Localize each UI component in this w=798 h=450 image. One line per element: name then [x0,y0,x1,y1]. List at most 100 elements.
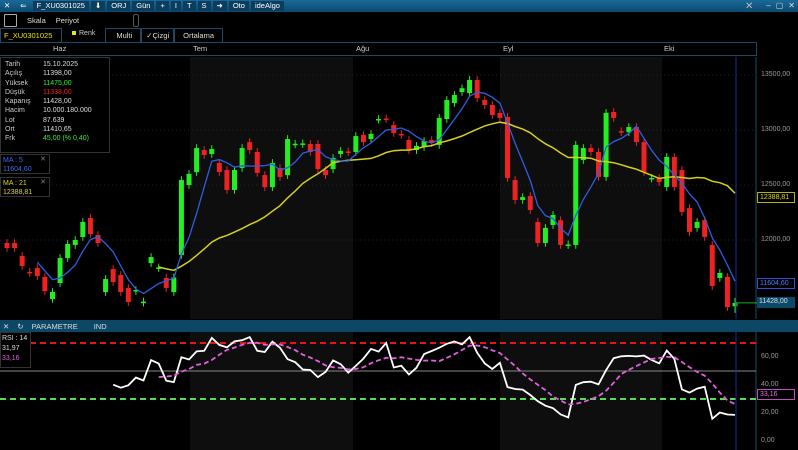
info-key: Kapanış [5,98,31,106]
candle [656,177,662,183]
candle [338,150,344,154]
month-label: Haz [53,44,67,53]
candle [80,221,86,238]
info-row: Kapanış 11428,00 [5,97,105,106]
candle [436,117,442,145]
remove-ma5-icon[interactable]: ✕ [40,156,46,163]
candle [224,170,230,190]
info-value: 11410,65 [43,126,72,134]
candle [611,111,617,118]
ma5-price-tag: 11604,60 [757,278,795,289]
close-icon[interactable]: ✕ [3,321,10,331]
price-chart[interactable] [0,57,798,319]
candle [618,131,624,133]
candle [12,242,18,249]
color-button[interactable]: Renk [62,28,105,42]
idealgo-button[interactable]: ideAlgo [250,1,284,11]
back-arrow-icon[interactable]: ⇐ [20,1,27,10]
time-axis-header: Haz Tem Ağu Eyl Eki [0,42,757,56]
candle [103,279,109,293]
candle [664,156,670,187]
info-key: Açılış [5,70,23,78]
candle [323,170,328,176]
candle [368,133,374,140]
month-label: Eyl [503,44,514,53]
rsi-chart[interactable] [0,332,798,450]
candle [724,276,730,308]
candle [353,136,359,152]
info-row: Lot 87.639 [5,116,105,125]
title-bar: ✕ ⇐ F_XU0301025 ⬇ ORJ Gün + I T S ➜ Oto … [0,0,798,12]
candle [216,163,222,173]
candle [247,142,253,151]
symbol-tab[interactable]: F_XU0301025 [0,28,62,42]
close-chart-icon[interactable]: ✕ [745,0,754,12]
ohlc-info-panel: Tarih 15.10.2025 Açılış 11398,00 Yüksek 11475… [0,57,110,153]
ma5-line [36,91,736,295]
info-key: Lot [5,116,15,124]
save-icon[interactable] [4,13,17,27]
close-icon[interactable]: ✕ [4,1,11,10]
t-button[interactable]: T [182,1,196,11]
candle [550,215,556,226]
auto-button[interactable]: Oto [228,1,249,11]
splitter-handle[interactable] [133,13,140,27]
info-row: Tarih 15.10.2025 [5,60,105,69]
candle [694,221,700,228]
candle [171,277,177,293]
orj-button[interactable]: ORJ [107,1,131,11]
period-menu[interactable]: Periyot [55,15,80,25]
candle [277,167,283,177]
arrow-right-button[interactable]: ➜ [212,1,227,11]
rsi-tick: 20,00 [761,409,779,416]
month-label: Ağu [356,44,370,53]
candle [376,119,382,121]
s-button[interactable]: S [197,1,211,11]
candle [671,156,677,187]
candle [292,143,298,146]
price-tick: 13000,00 [761,126,791,133]
candle [201,150,207,155]
info-row: Düşük 11338,00 [5,88,105,97]
indicator-button[interactable]: IND [93,321,107,331]
i-button[interactable]: I [170,1,181,11]
add-button[interactable]: + [156,1,169,11]
rsi-tick: 40,00 [761,381,779,388]
info-value: 15.10.2025 [43,61,79,68]
ma21-price-tag: 12388,81 [757,192,795,203]
line-tab[interactable]: ✓Çizgi [141,28,175,42]
last-price-tag: 11428,00 [757,297,795,308]
rsi-tick: 0,00 [761,437,775,444]
parameter-button[interactable]: PARAMETRE [31,321,78,331]
period-day-button[interactable]: Gün [132,1,155,11]
download-button[interactable]: ⬇ [90,1,106,11]
rsi-ma-line [158,341,736,406]
candle [565,244,571,246]
candle [209,149,215,154]
maximize-icon[interactable]: ▢ [775,1,784,10]
refresh-icon[interactable]: ↻ [17,321,24,331]
info-value: 11428,00 [43,98,72,106]
info-value: 11338,00 [43,88,72,96]
rsi-label: RSI : 14 [2,335,28,342]
month-label: Tem [193,44,208,53]
remove-ma21-icon[interactable]: ✕ [40,179,46,186]
info-row: Açılış 11398,00 [5,69,105,78]
window-close-icon[interactable]: ✕ [788,1,795,10]
rsi-tick: 60,00 [761,353,779,360]
candle [345,151,351,153]
rsi-line [112,335,736,421]
average-tab[interactable]: Ortalama [174,28,223,42]
scale-menu[interactable]: Skala [27,15,46,25]
minimize-icon[interactable]: – [766,1,771,10]
price-tick: 13500,00 [761,71,791,78]
candle [27,271,33,274]
candle [300,143,306,145]
ma21-line [158,121,736,272]
candle [459,88,465,93]
candle [315,143,321,170]
month-band [500,57,662,319]
candle [72,240,78,245]
candle [596,152,601,177]
multi-tab[interactable]: Multi [105,28,142,42]
